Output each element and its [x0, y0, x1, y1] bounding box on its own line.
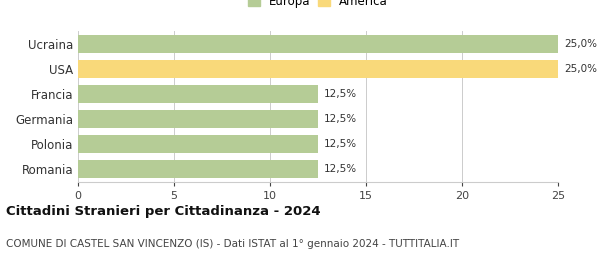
Bar	[78, 160, 318, 178]
Text: 25,0%: 25,0%	[564, 64, 597, 74]
Bar	[78, 135, 318, 153]
Text: COMUNE DI CASTEL SAN VINCENZO (IS) - Dati ISTAT al 1° gennaio 2024 - TUTTITALIA.: COMUNE DI CASTEL SAN VINCENZO (IS) - Dat…	[6, 239, 459, 249]
Bar	[78, 35, 558, 53]
Bar	[78, 60, 558, 78]
Bar	[78, 85, 318, 103]
Text: 12,5%: 12,5%	[324, 114, 357, 124]
Text: 12,5%: 12,5%	[324, 139, 357, 149]
Text: 12,5%: 12,5%	[324, 89, 357, 99]
Text: Cittadini Stranieri per Cittadinanza - 2024: Cittadini Stranieri per Cittadinanza - 2…	[6, 205, 320, 218]
Text: 25,0%: 25,0%	[564, 39, 597, 49]
Bar	[78, 110, 318, 128]
Text: 12,5%: 12,5%	[324, 164, 357, 174]
Legend: Europa, America: Europa, America	[248, 0, 388, 8]
